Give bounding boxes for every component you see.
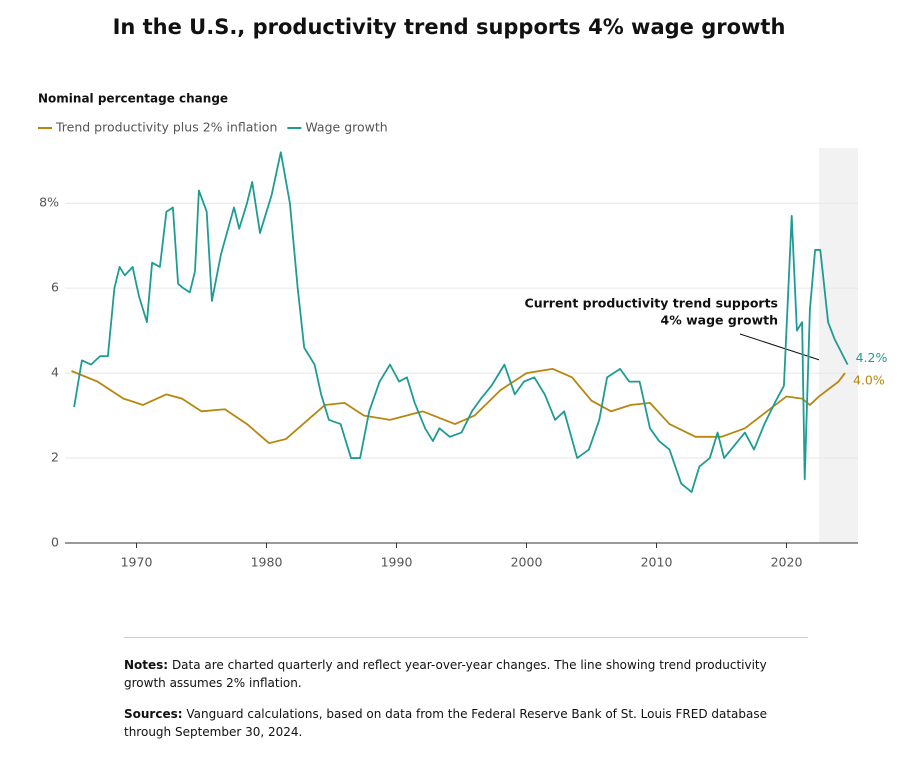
notes-label: Notes: bbox=[124, 658, 169, 672]
notes: Notes: Data are charted quarterly and re… bbox=[124, 656, 804, 692]
sources-text: Vanguard calculations, based on data fro… bbox=[124, 707, 768, 739]
sources-label: Sources: bbox=[124, 707, 183, 721]
line bbox=[73, 151, 849, 493]
x-tick-label: 2000 bbox=[511, 555, 543, 570]
y-tick-label: 0 bbox=[51, 535, 59, 550]
x-tick-label: 1990 bbox=[381, 555, 413, 570]
y-tick-label: 2 bbox=[51, 450, 59, 465]
notes-text: Data are charted quarterly and reflect y… bbox=[124, 658, 767, 690]
legend-label: Wage growth bbox=[305, 120, 387, 135]
line bbox=[71, 367, 846, 445]
sources: Sources: Vanguard calculations, based on… bbox=[124, 705, 804, 741]
x-tick-label: 1970 bbox=[121, 555, 153, 570]
value-label: 4.2% bbox=[856, 350, 888, 365]
x-tick-label: 1980 bbox=[251, 555, 283, 570]
separator bbox=[124, 637, 808, 638]
x-tick-label: 2010 bbox=[641, 555, 673, 570]
x-tick-label: 2020 bbox=[771, 555, 803, 570]
annotation: Current productivity trend supports bbox=[525, 296, 778, 311]
legend-label: Trend productivity plus 2% inflation bbox=[55, 120, 277, 135]
chart-title: In the U.S., productivity trend supports… bbox=[113, 15, 786, 39]
y-tick-label: 6 bbox=[51, 280, 59, 295]
value-label: 4.0% bbox=[853, 373, 885, 388]
y-axis-label: Nominal percentage change bbox=[38, 92, 228, 106]
y-tick-label: 8% bbox=[39, 195, 59, 210]
chart: In the U.S., productivity trend supports… bbox=[38, 15, 888, 570]
y-tick-label: 4 bbox=[51, 365, 59, 380]
annotation: 4% wage growth bbox=[661, 313, 778, 328]
